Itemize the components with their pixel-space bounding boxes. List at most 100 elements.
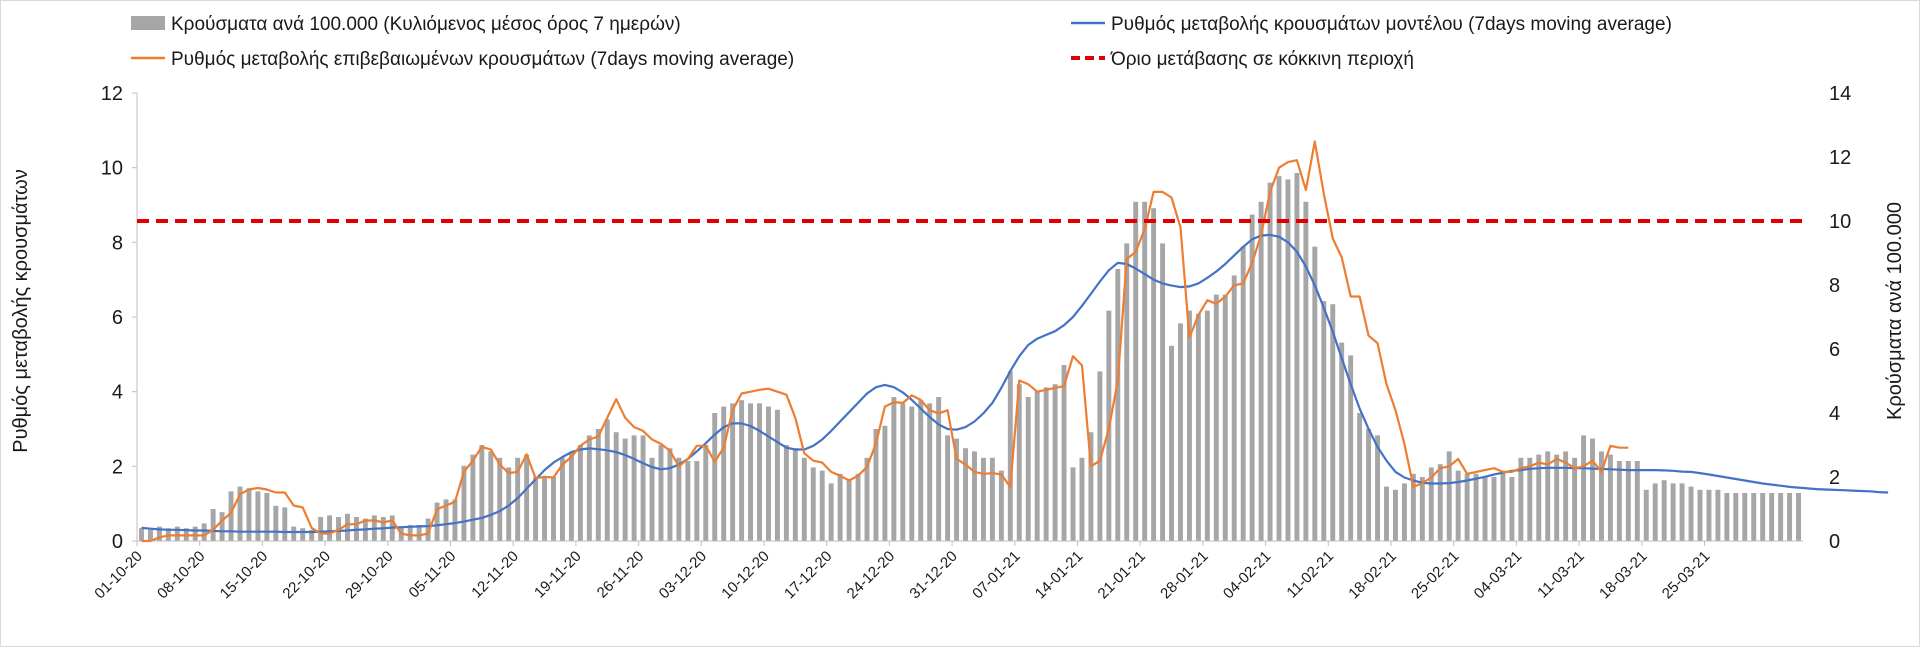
y-left-axis-title: Ρυθμός μεταβολής κρουσμάτων: [10, 169, 32, 453]
y-left-tick-label: 4: [112, 382, 123, 404]
x-tick-label: 26-11-20: [594, 548, 648, 602]
bar: [300, 528, 306, 541]
y-left-tick-label: 12: [101, 83, 123, 105]
x-tick-label: 28-01-21: [1157, 548, 1211, 602]
bar: [757, 403, 762, 541]
bar: [1366, 429, 1372, 541]
x-tick-label: 25-02-21: [1408, 548, 1462, 602]
bar: [792, 448, 798, 541]
y-right-tick-label: 0: [1829, 531, 1840, 553]
bar: [1285, 179, 1291, 541]
bar: [1231, 275, 1237, 541]
bar: [327, 515, 333, 541]
bar: [945, 435, 951, 541]
bar: [1769, 493, 1775, 541]
bar: [739, 400, 745, 541]
bar: [864, 457, 870, 541]
bar: [174, 526, 180, 541]
bar: [1330, 304, 1336, 541]
bar: [1590, 438, 1595, 541]
legend-bars-label: Κρούσματα ανά 100.000 (Κυλιόμενος μέσος …: [171, 14, 681, 35]
bar: [721, 406, 727, 541]
bar: [658, 445, 664, 541]
bar: [1213, 294, 1219, 541]
bar: [210, 509, 216, 541]
x-tick-label: 31-12-20: [906, 548, 960, 602]
bar: [595, 429, 601, 541]
bar: [416, 525, 422, 541]
bar: [882, 425, 888, 541]
x-tick-label: 12-11-20: [468, 548, 522, 602]
bar: [407, 525, 413, 541]
x-tick-label: 19-11-20: [531, 548, 585, 602]
x-tick-label: 10-12-20: [718, 548, 772, 602]
bar: [748, 403, 754, 541]
bar: [1625, 461, 1631, 541]
legend-confirmed-label: Ρυθμός μεταβολής επιβεβαιωμένων κρουσμάτ…: [171, 49, 794, 70]
bar: [488, 451, 494, 541]
axes-layer: [132, 92, 1803, 546]
bar: [291, 526, 297, 541]
bar: [828, 483, 834, 541]
bar: [1554, 454, 1560, 541]
bar: [613, 432, 619, 541]
bar: [846, 480, 852, 541]
bar: [1724, 493, 1730, 541]
bar: [1455, 470, 1461, 541]
bar: [909, 406, 915, 541]
bar: [774, 409, 780, 541]
bar: [1643, 489, 1649, 541]
y-right-tick-label: 12: [1829, 147, 1851, 169]
bar: [1124, 243, 1130, 541]
lines-layer: [137, 140, 1889, 543]
bar: [766, 406, 771, 541]
bar: [900, 403, 906, 541]
bar: [1249, 214, 1255, 541]
y-right-tick-label: 4: [1829, 403, 1840, 425]
bar: [568, 453, 574, 541]
confirmed-rate-line: [141, 140, 1629, 543]
bar: [156, 526, 162, 541]
bar: [998, 470, 1004, 541]
bars-layer: [139, 173, 1801, 542]
bar: [855, 473, 861, 541]
bar: [264, 493, 270, 541]
bar: [551, 477, 556, 541]
x-tick-label: 21-01-21: [1095, 548, 1149, 602]
bar: [1473, 473, 1479, 541]
bar: [685, 461, 691, 541]
bar: [640, 435, 646, 541]
x-tick-label: 11-02-21: [1283, 548, 1337, 602]
x-tick-label: 04-02-21: [1220, 548, 1274, 602]
bar: [524, 454, 530, 541]
legend-model-label: Ρυθμός μεταβολής κρουσμάτων μοντέλου (7d…: [1111, 14, 1672, 35]
y-right-tick-label: 2: [1829, 467, 1840, 489]
bar: [237, 486, 243, 541]
bar: [1303, 201, 1309, 542]
x-tick-label: 18-02-21: [1345, 548, 1399, 602]
bar: [1616, 461, 1622, 541]
bar: [1464, 473, 1470, 541]
bar: [1670, 483, 1676, 541]
bar: [1258, 201, 1264, 542]
bar: [1446, 451, 1452, 541]
bar: [963, 448, 968, 541]
x-tick-label: 18-03-21: [1596, 548, 1650, 602]
bar: [1563, 451, 1569, 541]
bar: [622, 438, 628, 541]
bar: [461, 465, 467, 541]
bar: [1375, 435, 1381, 541]
bar: [1267, 182, 1273, 541]
bar: [1276, 176, 1282, 541]
bar: [1688, 486, 1694, 541]
bar: [1751, 493, 1757, 541]
bar: [604, 419, 610, 541]
x-tick-label: 04-03-21: [1471, 548, 1525, 602]
bar: [1518, 457, 1524, 541]
bar: [1195, 313, 1201, 541]
bar: [1428, 467, 1434, 541]
bar: [1178, 323, 1183, 541]
bar: [676, 457, 682, 541]
bar: [318, 517, 324, 541]
